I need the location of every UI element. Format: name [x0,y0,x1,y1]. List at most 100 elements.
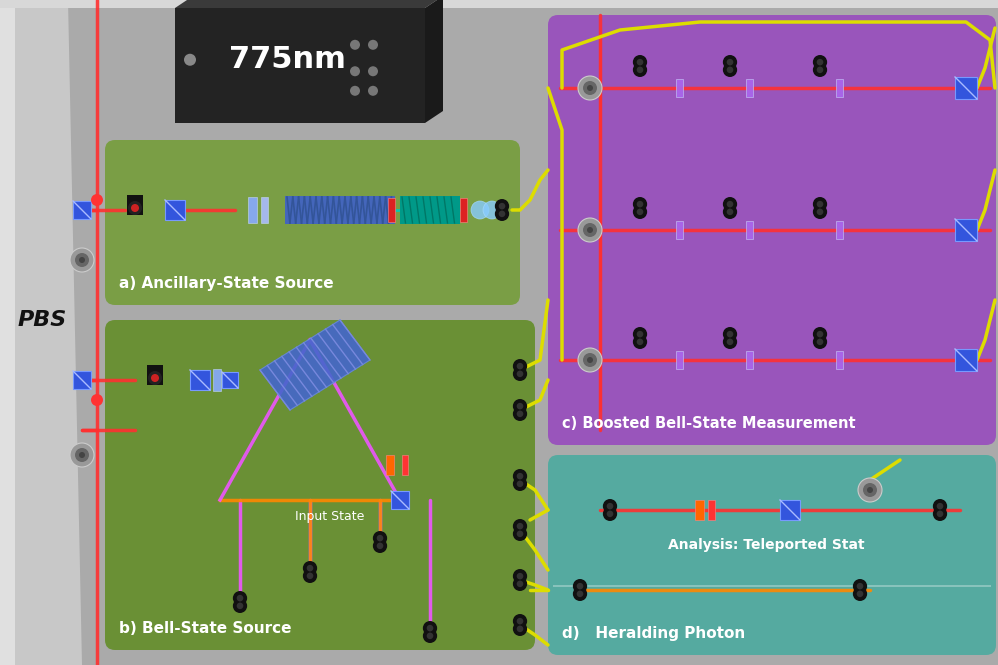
Circle shape [499,203,505,209]
Circle shape [517,523,523,529]
Circle shape [513,477,527,491]
Circle shape [513,366,527,381]
Circle shape [350,66,360,76]
Bar [955,219,977,241]
Circle shape [816,201,823,207]
Circle shape [816,338,823,345]
Circle shape [302,569,317,583]
Circle shape [633,334,647,349]
Circle shape [350,86,360,96]
Circle shape [233,598,248,613]
Circle shape [637,209,644,215]
Bar [0,0,998,8]
Circle shape [633,327,647,341]
Circle shape [812,327,827,341]
Circle shape [75,448,89,462]
Bar [836,351,843,369]
Circle shape [70,248,94,272]
Bar [73,371,91,389]
Circle shape [517,618,523,624]
Circle shape [583,353,597,367]
Circle shape [513,519,527,533]
Circle shape [723,63,738,77]
Bar [147,365,163,385]
Circle shape [812,205,827,219]
Text: PBS: PBS [18,310,67,330]
Bar [460,198,467,222]
Circle shape [937,511,943,517]
Circle shape [513,359,527,373]
Text: Input State: Input State [295,510,364,523]
Circle shape [633,55,647,69]
Circle shape [603,507,617,521]
Circle shape [933,507,947,521]
Circle shape [517,370,523,377]
Circle shape [513,569,527,583]
Circle shape [233,591,248,605]
Circle shape [513,399,527,414]
Circle shape [237,602,244,609]
Circle shape [578,76,602,100]
Circle shape [816,209,823,215]
Circle shape [812,334,827,349]
FancyBboxPatch shape [548,15,996,445]
Bar [677,351,684,369]
Circle shape [587,227,593,233]
Circle shape [373,539,387,553]
Bar [955,77,977,99]
Circle shape [350,40,360,50]
Circle shape [583,81,597,95]
Circle shape [937,503,943,509]
Circle shape [727,209,734,215]
Circle shape [517,410,523,417]
Circle shape [637,59,644,65]
Circle shape [637,201,644,207]
Text: a) Ancillary-State Source: a) Ancillary-State Source [119,276,333,291]
Bar [386,455,394,475]
Bar [165,200,185,220]
Circle shape [237,595,244,601]
Circle shape [863,483,877,497]
Circle shape [607,503,614,509]
Circle shape [91,394,103,406]
Circle shape [867,487,873,493]
Circle shape [816,331,823,337]
FancyBboxPatch shape [105,320,535,650]
Bar [677,79,684,97]
Circle shape [368,40,378,50]
Circle shape [131,204,139,212]
Bar [677,221,684,239]
Bar [285,196,395,224]
Circle shape [633,197,647,211]
Polygon shape [425,0,443,123]
Text: Analysis: Teleported Stat: Analysis: Teleported Stat [668,538,864,552]
Circle shape [376,535,383,541]
Text: d)   Heralding Photon: d) Heralding Photon [562,626,746,641]
Bar [747,351,753,369]
FancyBboxPatch shape [548,455,996,655]
Text: 775nm: 775nm [230,45,346,74]
Circle shape [723,205,738,219]
Circle shape [723,55,738,69]
Text: b) Bell-State Source: b) Bell-State Source [119,621,291,636]
Circle shape [637,66,644,73]
Circle shape [517,403,523,410]
Circle shape [184,54,196,66]
Circle shape [373,531,387,545]
Circle shape [723,327,738,341]
Circle shape [91,194,103,206]
Circle shape [517,626,523,632]
Circle shape [816,59,823,65]
Circle shape [423,628,437,643]
Circle shape [79,257,85,263]
Circle shape [607,511,614,517]
Bar [127,195,143,215]
Bar [780,500,800,520]
Circle shape [637,331,644,337]
Circle shape [517,581,523,587]
Circle shape [495,207,509,221]
Circle shape [812,63,827,77]
Circle shape [513,527,527,541]
Circle shape [151,374,159,382]
Bar [402,455,408,475]
